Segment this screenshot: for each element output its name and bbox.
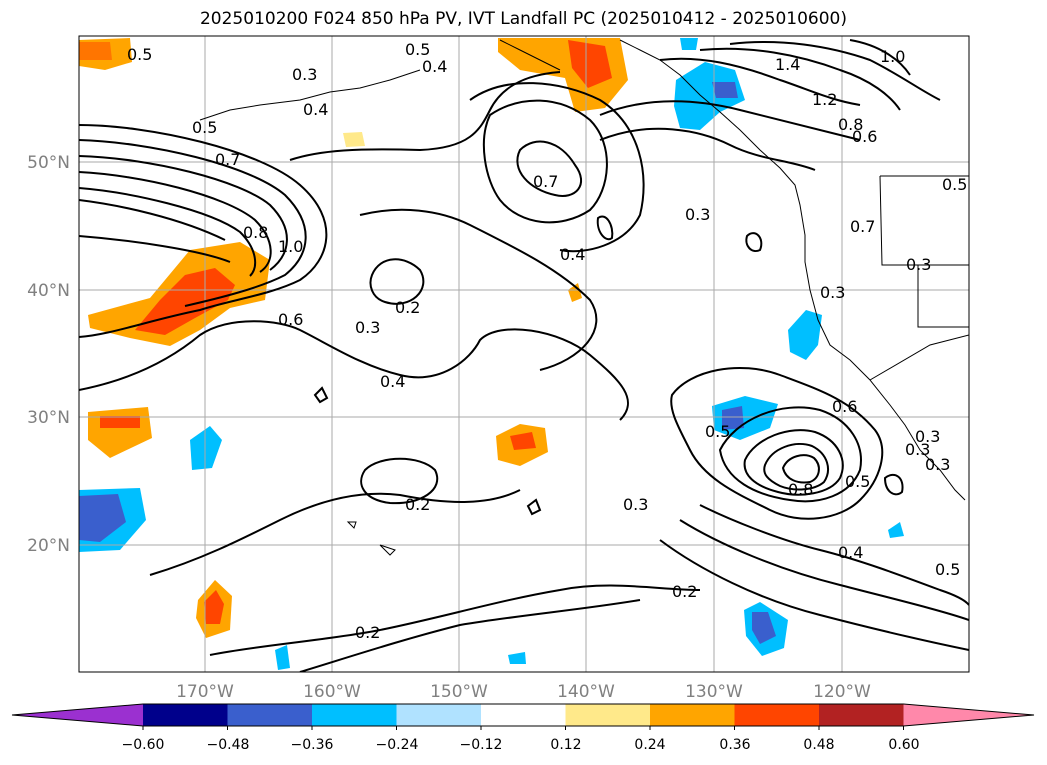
contour-label: 0.4 [560,245,585,264]
contour-label: 0.2 [355,623,380,642]
lon-tick-label: 160°W [303,682,361,702]
lon-tick-labels: 170°W 160°W 150°W 140°W 130°W 120°W [176,682,871,702]
contour-label: 1.0 [880,47,905,66]
contour-label: 0.3 [355,318,380,337]
coastlines [199,39,969,556]
contour-label: 1.0 [278,237,303,256]
colorbar-segment [481,704,566,726]
contour-label: 0.4 [838,543,863,562]
colorbar-segment [227,704,313,726]
contour-label: 0.5 [942,175,967,194]
contour-label: 0.3 [292,65,317,84]
colorbar-tick-label: −0.12 [460,737,503,753]
colorbar-tick-label: 0.12 [550,737,581,753]
lat-tick-label: 50°N [27,153,70,173]
contour-label: 0.6 [278,310,303,329]
colorbar-segment [734,704,820,726]
colorbar-segment [565,704,651,726]
positive-pv-shading [79,38,628,638]
colorbar-tick-labels: −0.60 −0.48 −0.36 −0.24 −0.12 0.12 0.24 … [122,737,920,753]
contour-label: 0.5 [845,472,870,491]
colorbar-tick-label: −0.48 [207,737,250,753]
contour-label: 0.3 [623,495,648,514]
colorbar-tick-label: −0.60 [122,737,165,753]
contour-label: 0.5 [127,45,152,64]
contour-label: 0.3 [925,455,950,474]
contour-label: 0.3 [915,427,940,446]
contour-label: 0.5 [935,560,960,579]
lon-tick-label: 120°W [813,682,871,702]
map-frame [78,35,970,673]
contour-label: 0.2 [405,495,430,514]
lat-tick-label: 30°N [27,408,70,428]
contour-label: 0.7 [850,217,875,236]
contour-label: 0.2 [672,582,697,601]
lat-tick-label: 40°N [27,281,70,301]
contour-label: 0.7 [533,172,558,191]
colorbar-extend-left [12,704,143,726]
contour-label: 0.4 [303,100,328,119]
contour-label: 0.8 [788,480,813,499]
contour-label: 0.4 [422,57,447,76]
lon-tick-label: 140°W [557,682,615,702]
map-area [79,36,969,672]
colorbar-tick-label: 0.36 [719,737,750,753]
contour-label: 0.4 [380,372,405,391]
colorbar-segment [312,704,397,726]
contour-label: 0.8 [243,223,268,242]
contour-label: 0.3 [905,440,930,459]
contour-label: 0.2 [395,298,420,317]
contour-label: 0.5 [192,118,217,137]
colorbar-segment [396,704,482,726]
lon-tick-label: 130°W [685,682,743,702]
map-title: 2025010200 F024 850 hPa PV, IVT Landfall… [199,9,847,29]
colorbar-tick-label: 0.60 [888,737,919,753]
contour-label: 0.7 [215,150,240,169]
contour-label: 0.5 [405,40,430,59]
contour-label: 1.2 [812,90,837,109]
contour-label: 0.6 [852,127,877,146]
colorbar-tick-label: 0.24 [634,737,665,753]
colorbar-segment [650,704,735,726]
contour-label: 1.4 [775,55,800,74]
colorbar [11,703,1035,730]
colorbar-segment [819,704,904,726]
colorbar-tick-label: −0.36 [291,737,334,753]
lon-tick-label: 150°W [430,682,488,702]
contour-label: 0.5 [705,422,730,441]
lat-tick-labels: 50°N 40°N 30°N 20°N [27,153,70,556]
lon-tick-label: 170°W [176,682,234,702]
pv-contours [79,39,969,672]
colorbar-tick-label: −0.24 [376,737,419,753]
lat-tick-label: 20°N [27,536,70,556]
contour-label: 0.3 [685,205,710,224]
contour-label: 0.6 [832,397,857,416]
colorbar-tick-label: 0.48 [803,737,834,753]
contour-label: 0.3 [820,283,845,302]
negative-pv-shading [79,38,904,670]
contour-labels: 0.5 0.3 0.5 0.4 0.4 1.4 1.2 1.0 0.8 0.6 … [127,40,967,642]
colorbar-extend-right [903,704,1034,726]
colorbar-segment [143,704,228,726]
contour-label: 0.3 [906,255,931,274]
contour-label: 0.8 [838,115,863,134]
